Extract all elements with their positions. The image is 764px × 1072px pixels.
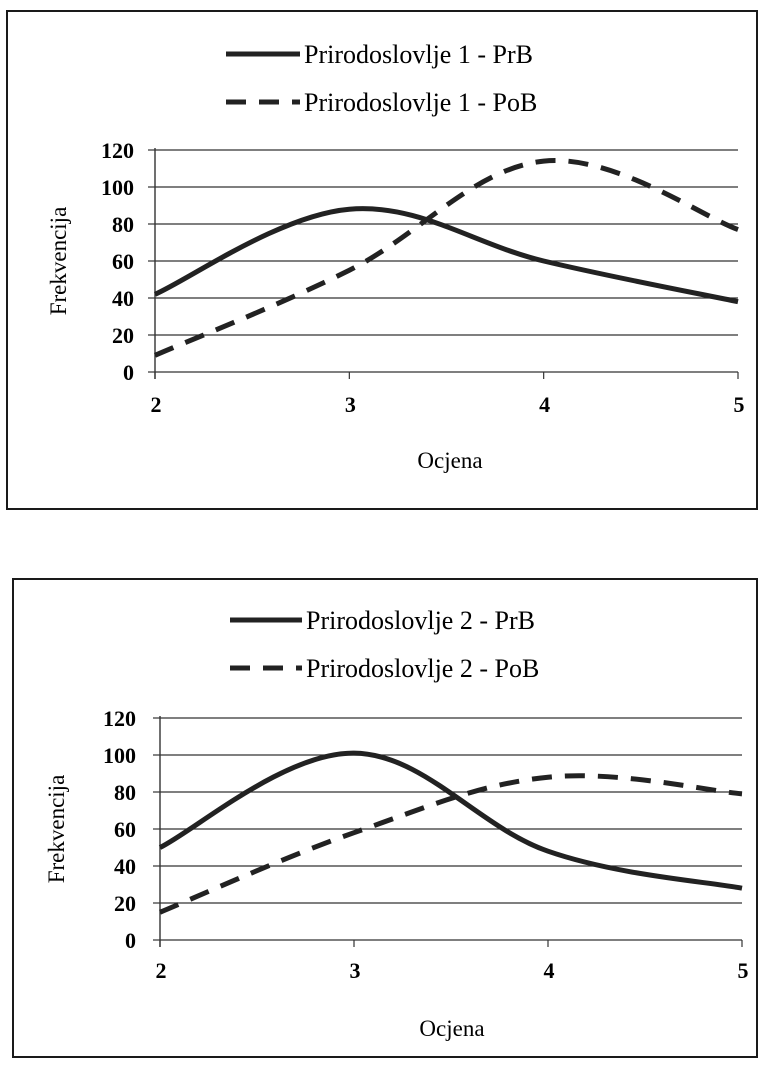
- chart-1-legend-label-1: Prirodoslovlje 1 - PrB: [304, 40, 533, 69]
- chart-1-ytick-label: 100: [101, 175, 134, 200]
- chart-1-legend-label-2: Prirodoslovlje 1 - PoB: [304, 88, 537, 117]
- chart-1-x-axis-title: Ocjena: [417, 448, 482, 473]
- chart-2-y-axis-title: Frekvencija: [44, 775, 69, 884]
- chart-2-series-solid-line: [158, 750, 743, 891]
- chart-1-xtick-label: 3: [345, 392, 356, 417]
- chart-1-xtick-label: 5: [734, 392, 745, 417]
- chart-2-ytick-label: 60: [114, 817, 136, 842]
- chart-panel-1: 0 20 40 60 80 100 120 2 3 4 5 Ocjena Frekvencija Prir…: [6, 10, 758, 510]
- chart-1-ytick-label: 80: [112, 212, 134, 237]
- chart-2-xtick-label: 4: [544, 958, 555, 983]
- chart-2-x-axis-title: Ocjena: [419, 1016, 484, 1041]
- chart-1-xtick-label: 4: [539, 392, 550, 417]
- chart-2-xtick-label: 5: [738, 958, 749, 983]
- chart-2-ytick-label: 20: [114, 891, 136, 916]
- chart-2-xtick-label: 2: [156, 958, 167, 983]
- chart-1-series-dashed-line: [153, 158, 739, 358]
- chart-2-svg: 0 20 40 60 80 100 120 2 3 4 5 Ocjena Frekvencija Prir…: [44, 606, 749, 1041]
- chart-2-xtick-label: 3: [350, 958, 361, 983]
- chart-1-ytick-label: 0: [123, 360, 134, 385]
- chart-2-ytick-label: 0: [125, 928, 136, 953]
- chart-panel-2: 0 20 40 60 80 100 120 2 3 4 5 Ocjena Frekvencija Prir…: [12, 578, 758, 1058]
- chart-2-legend-label-2: Prirodoslovlje 2 - PoB: [306, 654, 539, 683]
- chart-2-ytick-label: 100: [103, 743, 136, 768]
- chart-2-ytick-label: 40: [114, 854, 136, 879]
- chart-1-series-solid-line: [153, 206, 739, 305]
- chart-2-series-dashed-line: [159, 773, 743, 915]
- chart-2-legend-label-1: Prirodoslovlje 2 - PrB: [306, 606, 535, 635]
- chart-1-ytick-label: 40: [112, 286, 134, 311]
- chart-1-y-axis-title: Frekvencija: [46, 207, 71, 316]
- chart-1-svg: 0 20 40 60 80 100 120 2 3 4 5 Ocjena Frekvencija Prir…: [46, 40, 745, 473]
- chart-1-ytick-label: 20: [112, 323, 134, 348]
- chart-2-ytick-label: 80: [114, 780, 136, 805]
- chart-2-ytick-label: 120: [103, 706, 136, 731]
- chart-1-ytick-label: 120: [101, 138, 134, 163]
- chart-1-ytick-label: 60: [112, 249, 134, 274]
- chart-1-xtick-label: 2: [151, 392, 162, 417]
